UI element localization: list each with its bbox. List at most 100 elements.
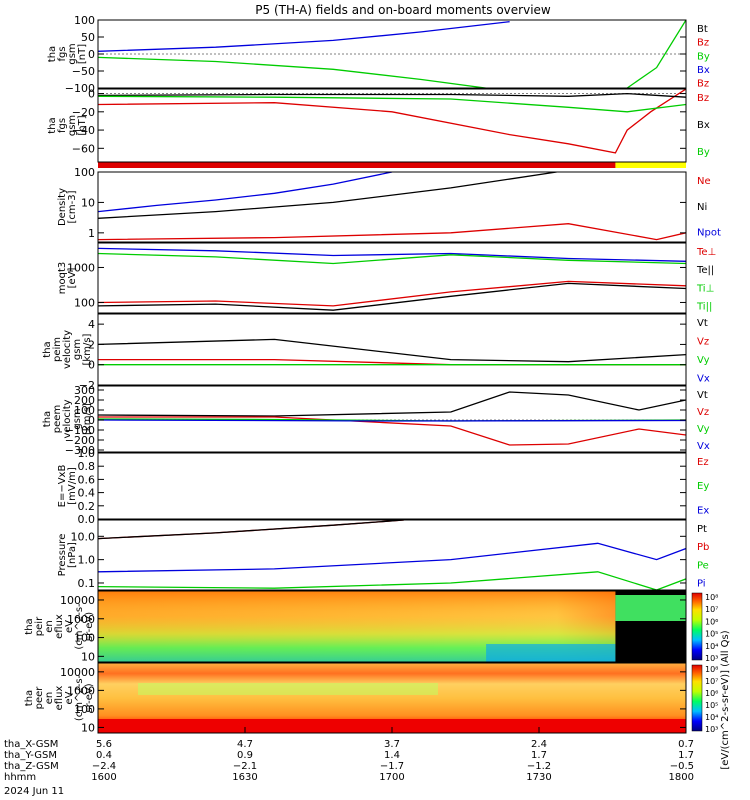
series-line-7-1 bbox=[98, 520, 404, 540]
ylabel-line: eV bbox=[64, 691, 75, 704]
ytick-label: 100 bbox=[74, 632, 95, 645]
spectrogram-upper-band bbox=[615, 595, 686, 621]
ytick-label: 4 bbox=[88, 318, 95, 331]
panel-7: 10.0 1.0 0.1 Pressure [nPa] Pt Pb Pe Pi bbox=[57, 519, 709, 591]
ylabel-line: tha bbox=[42, 411, 53, 427]
panel-3: 1000 100 moqt3 [eV] Te⊥ Te|| Ti⊥ Ti|| bbox=[57, 242, 716, 314]
series-line-3-3 bbox=[98, 282, 686, 311]
panel-9: 10000 1000 100 10 tha peer en eflux eV (cm^2-s-sr… bbox=[24, 662, 687, 734]
legend-entry: Vy bbox=[697, 424, 710, 435]
ylabel-line: en bbox=[44, 692, 55, 705]
series-line-0-1 bbox=[98, 56, 490, 88]
ylabel-line: fgs bbox=[57, 118, 68, 133]
axis-row-value: 2.4 bbox=[531, 739, 547, 750]
legend-entry: Ne bbox=[697, 176, 711, 187]
ytick-label: 0.0 bbox=[78, 513, 96, 526]
spectrogram-green-band bbox=[138, 683, 438, 695]
panel-frame bbox=[97, 385, 687, 453]
legend-entry: Vz bbox=[697, 407, 709, 418]
panel-8: 10000 1000 100 10 tha peir en eflux eV (cm^2-s-sr… bbox=[24, 590, 687, 663]
axis-row-value: −2.4 bbox=[92, 761, 116, 772]
series-line-2-2 bbox=[98, 223, 686, 241]
ytick-label: 100 bbox=[74, 703, 95, 716]
legend-entry: Pi bbox=[697, 579, 706, 590]
ytick-label: 1 bbox=[88, 227, 95, 240]
axis-row-label: tha_Z-GSM bbox=[4, 761, 59, 772]
colorbar-tick-label: 10⁷ bbox=[705, 605, 718, 614]
panel-6: 1.00.80.60.40.20.0 E=−VxB [mV/m] Ez Ey Ex bbox=[57, 447, 709, 526]
ylabel-line: tha bbox=[24, 618, 35, 634]
axis-row-label: tha_Y-GSM bbox=[4, 750, 57, 761]
axis-row-value: 3.7 bbox=[384, 739, 400, 750]
series-line-2-0 bbox=[98, 172, 393, 213]
legend-entry: Pe bbox=[697, 560, 709, 571]
ylabel-line: [nT] bbox=[77, 44, 88, 64]
ylabel-line: peem bbox=[52, 405, 63, 433]
ylabel-line: eflux bbox=[54, 614, 65, 639]
ylabel-line: tha bbox=[42, 341, 53, 357]
ylabel-line: [km/s] bbox=[82, 403, 93, 435]
ytick-label: −20 bbox=[72, 106, 95, 119]
ytick-label: −2 bbox=[79, 379, 95, 392]
legend-entry: Bz bbox=[697, 38, 709, 49]
ytick-label: 10.0 bbox=[71, 530, 96, 543]
axis-row-value: 1.7 bbox=[678, 750, 694, 761]
series-line-1-2 bbox=[98, 95, 686, 113]
ytick-label: −300 bbox=[65, 444, 95, 457]
legend-entry: Vx bbox=[697, 374, 710, 385]
axis-row-label: hhmm bbox=[4, 772, 36, 783]
ytick-label: 100 bbox=[74, 14, 95, 27]
axis-row-value: −0.5 bbox=[670, 761, 694, 772]
ylabel-line: [eV] bbox=[67, 268, 78, 289]
colorbar-tick-label: 10⁴ bbox=[705, 642, 718, 651]
colorbar-1 bbox=[691, 664, 703, 732]
ytick-label: 1000 bbox=[67, 613, 95, 626]
colorbar-0 bbox=[691, 592, 703, 661]
panel-4: 4 2 0 −2 tha peim velocity gsm [km/s] Vt Vz Vy Vx bbox=[42, 313, 710, 392]
panel-frame bbox=[97, 519, 687, 591]
spectrogram-low-band bbox=[486, 644, 616, 662]
series-line-0-0 bbox=[98, 21, 510, 52]
ytick-label: 10000 bbox=[60, 666, 95, 679]
ylabel-line: [nPa] bbox=[67, 542, 78, 568]
legend-entry: Vt bbox=[697, 390, 708, 401]
ytick-label: 0 bbox=[88, 359, 95, 372]
ytick-label: −200 bbox=[65, 434, 95, 447]
ylabel-line: E=−VxB bbox=[57, 465, 68, 508]
ylabel-line: velocity bbox=[62, 399, 73, 438]
ylabel-line: tha bbox=[24, 690, 35, 706]
ytick-label: 50 bbox=[81, 31, 95, 44]
legend-entry: Bt bbox=[697, 24, 708, 35]
panel-1: 0 −20 −40 −60 tha fgs gsm [nT] Bz Bx By bbox=[47, 88, 710, 168]
panel-2: 100 10 1 Density [cm-3] Ne Ni Npot bbox=[57, 166, 721, 243]
series-line-3-2 bbox=[98, 280, 686, 307]
figure-title: P5 (TH-A) fields and on-board moments ov… bbox=[255, 3, 551, 17]
legend-entry: Npot bbox=[697, 228, 721, 239]
colorbar-tick-label: 10⁸ bbox=[705, 665, 718, 674]
ytick-label: 0.4 bbox=[78, 487, 96, 500]
ylabel-line: [cm-3] bbox=[67, 190, 78, 223]
ytick-label: 0 bbox=[88, 414, 95, 427]
ytick-label: −60 bbox=[72, 142, 95, 155]
axis-row-value: −2.1 bbox=[233, 761, 257, 772]
ylabel-line: gsm bbox=[72, 339, 83, 360]
series-line-7-2 bbox=[98, 542, 686, 573]
panel-frame bbox=[97, 88, 687, 163]
series-line-1-1 bbox=[98, 92, 686, 98]
colorbar-tick-label: 10⁸ bbox=[705, 593, 718, 602]
ylabel-line: [km/s] bbox=[82, 333, 93, 365]
legend-entry: Te|| bbox=[696, 265, 714, 276]
ylabel-line: gsm bbox=[72, 408, 83, 429]
series-line-0-2 bbox=[626, 20, 686, 88]
ytick-label: 1000 bbox=[67, 684, 95, 697]
ytick-label: −100 bbox=[65, 424, 95, 437]
axis-row-value: 4.7 bbox=[237, 739, 253, 750]
panel-frame bbox=[97, 590, 687, 663]
colorbar-tick-label: 10³ bbox=[705, 654, 718, 663]
ytick-label: 100 bbox=[74, 404, 95, 417]
ytick-label: −50 bbox=[72, 65, 95, 78]
ylabel-line: [mV/m] bbox=[67, 467, 78, 505]
legend-entry: Ni bbox=[697, 202, 707, 213]
panel-frame bbox=[97, 242, 687, 314]
